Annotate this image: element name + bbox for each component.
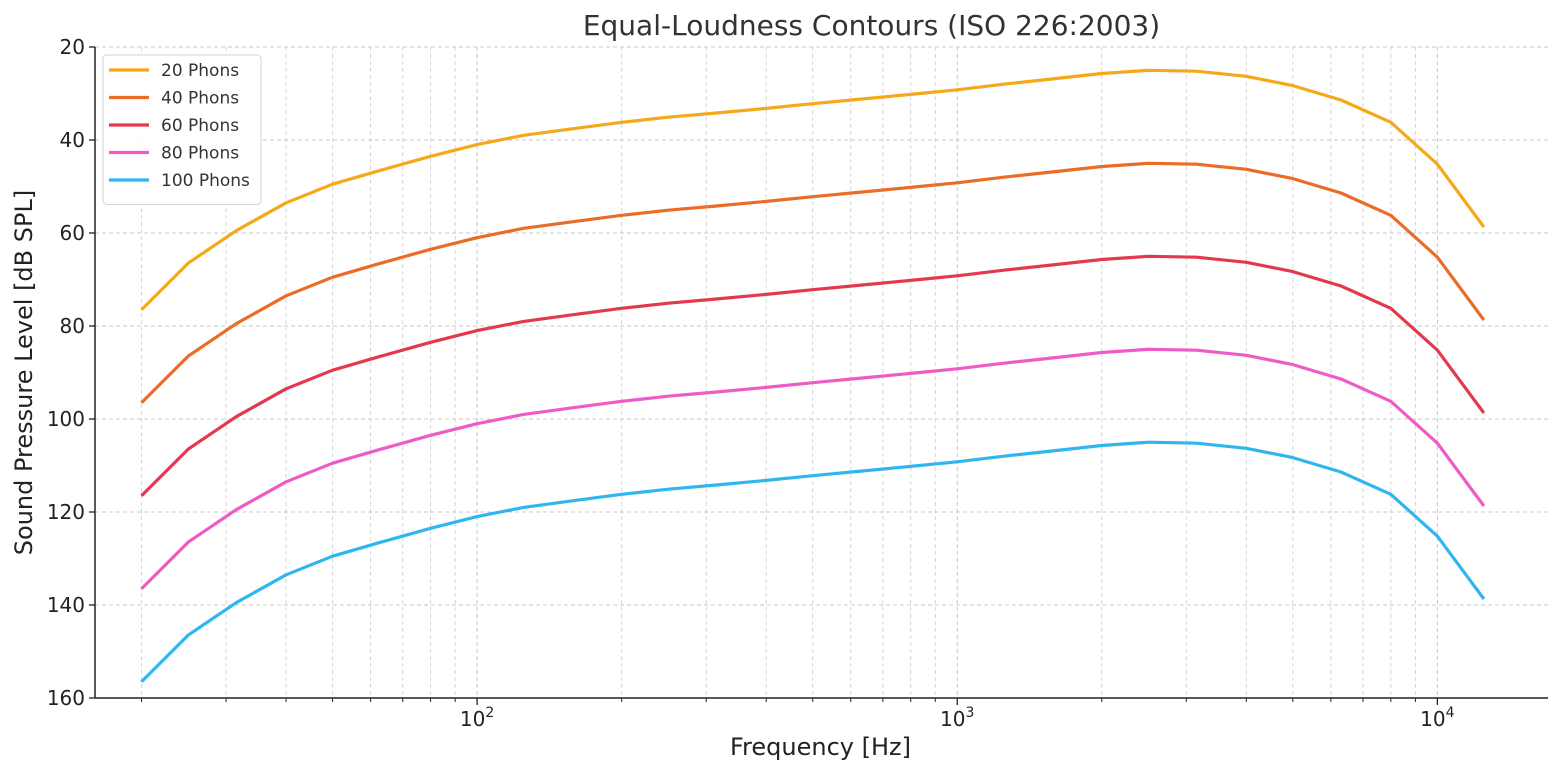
legend-label: 80 Phons <box>161 144 239 164</box>
y-tick-label: 80 <box>60 314 85 338</box>
x-axis-label: Frequency [Hz] <box>730 733 911 761</box>
legend-label: 20 Phons <box>161 61 239 81</box>
chart-title: Equal-Loudness Contours (ISO 226:2003) <box>583 9 1160 42</box>
x-ticks: 102 103 104 <box>141 698 1455 731</box>
series-line-100-phons <box>140 440 1486 683</box>
legend-label: 100 Phons <box>161 171 250 191</box>
y-tick-label: 20 <box>60 35 85 59</box>
y-tick-label: 120 <box>47 500 85 524</box>
legend-box <box>102 54 262 205</box>
legend-label: 40 Phons <box>161 89 239 109</box>
series-line-20-phons <box>140 68 1486 311</box>
axes <box>94 47 1548 699</box>
legend: 20 Phons 40 Phons 60 Phons 80 Phons 100 Phon… <box>102 54 262 205</box>
x-tick-label: 103 <box>940 705 974 731</box>
grid <box>95 46 1548 699</box>
y-tick-label: 140 <box>47 593 85 617</box>
series-line-80-phons <box>140 347 1486 590</box>
x-tick-label: 102 <box>460 705 494 731</box>
series-line-60-phons <box>140 254 1486 497</box>
y-tick-label: 100 <box>47 407 85 431</box>
x-tick-label: 104 <box>1420 705 1454 731</box>
y-ticks: 20 40 60 80 100 120 140 160 <box>47 35 95 710</box>
y-axis-label: Sound Pressure Level [dB SPL] <box>10 190 38 555</box>
y-tick-label: 160 <box>47 686 85 710</box>
series-line-40-phons <box>140 161 1486 404</box>
series-lines <box>140 68 1486 683</box>
legend-label: 60 Phons <box>161 116 239 136</box>
y-tick-label: 40 <box>60 128 85 152</box>
y-tick-label: 60 <box>60 221 85 245</box>
